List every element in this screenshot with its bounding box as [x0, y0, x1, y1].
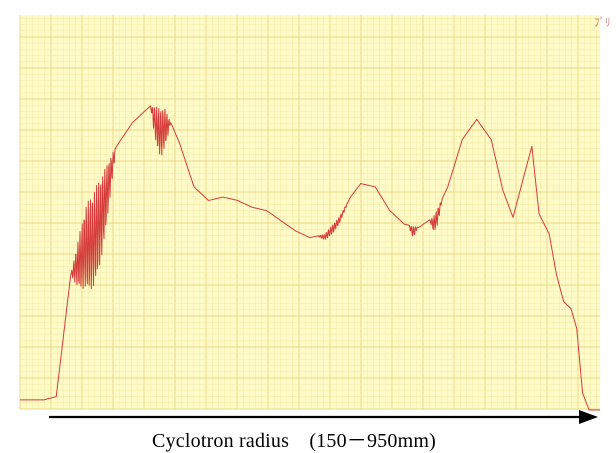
- axis-arrow-head: [579, 410, 598, 424]
- trace-line: [19, 105, 601, 411]
- chart-grid: [19, 15, 600, 410]
- corner-annotation: ﾌﾟﾘ: [594, 16, 611, 29]
- x-axis-label: Cyclotron radius (150－950mm): [152, 430, 436, 452]
- chart-paper: [20, 15, 600, 409]
